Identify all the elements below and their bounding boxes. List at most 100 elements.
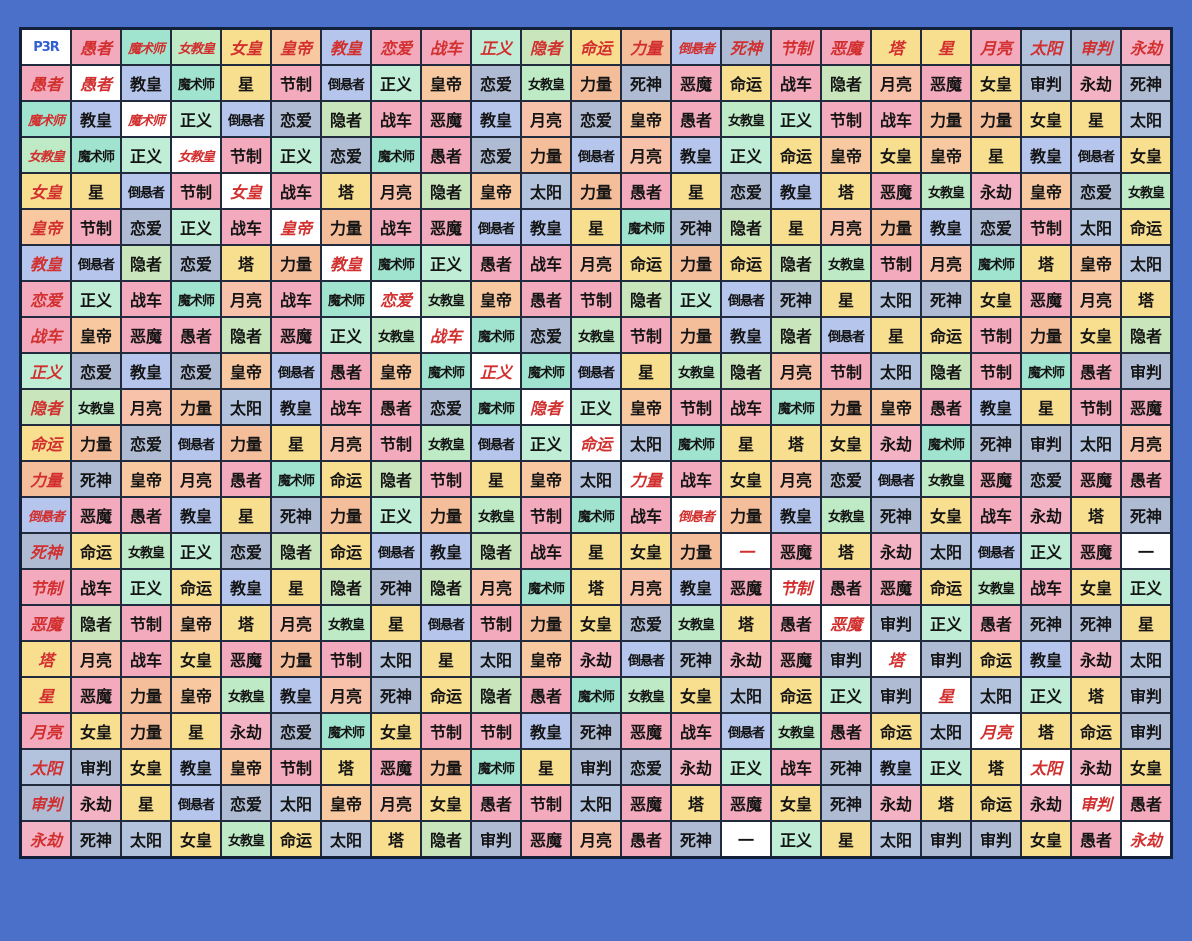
fusion-cell: 女皇 [120, 748, 172, 786]
fusion-cell: 星 [720, 424, 772, 462]
fusion-cell: 永劫 [1070, 640, 1122, 678]
fusion-cell-diagonal: 恋爱 [370, 280, 422, 318]
fusion-cell: 星 [820, 820, 872, 859]
fusion-cell-diagonal: 愚者 [70, 64, 122, 102]
fusion-cell: 星 [70, 172, 122, 210]
fusion-cell: 女皇 [1120, 748, 1173, 786]
fusion-cell: 魔术师 [270, 460, 322, 498]
fusion-cell: 力量 [220, 424, 272, 462]
fusion-cell: 倒悬者 [820, 316, 872, 354]
fusion-cell: 节制 [670, 388, 722, 426]
fusion-cell: 正义 [120, 136, 172, 174]
fusion-cell: 永劫 [870, 532, 922, 570]
fusion-cell: 隐者 [420, 568, 472, 606]
fusion-cell: 女皇 [170, 640, 222, 678]
fusion-cell: 审判 [470, 820, 522, 859]
fusion-cell: 战车 [120, 640, 172, 678]
fusion-cell: 隐者 [70, 604, 122, 642]
fusion-cell: 魔术师 [470, 748, 522, 786]
fusion-cell: 命运 [970, 784, 1022, 822]
fusion-cell: 太阳 [120, 820, 172, 859]
fusion-cell: 皇帝 [520, 640, 572, 678]
table-row: 太阳 审判 女皇 教皇 皇帝 节制塔恶魔 力量 魔术师星审判 恋爱 永劫 正义 战车 死神 教皇 正义塔太阳… [19, 748, 1173, 786]
row-header: 正义 [19, 352, 72, 390]
fusion-cell: 正义 [1020, 676, 1072, 714]
fusion-cell: 女教皇 [720, 100, 772, 138]
fusion-cell: 恋爱 [1070, 172, 1122, 210]
fusion-cell-diagonal: 命运 [570, 424, 622, 462]
fusion-cell: 命运 [1120, 208, 1173, 246]
fusion-cell-none: 一 [720, 820, 772, 859]
fusion-cell: 女教皇 [70, 388, 122, 426]
fusion-cell: 太阳 [620, 424, 672, 462]
fusion-cell: 教皇 [870, 748, 922, 786]
fusion-cell: 隐者 [120, 244, 172, 282]
fusion-cell: 恶魔 [1020, 280, 1072, 318]
fusion-cell: 力量 [920, 100, 972, 138]
fusion-cell: 女教皇 [220, 820, 272, 859]
fusion-cell: 命运 [170, 568, 222, 606]
fusion-cell: 恶魔 [620, 784, 672, 822]
fusion-cell: 星 [420, 640, 472, 678]
fusion-cell: 正义 [770, 100, 822, 138]
fusion-cell: 愚者 [320, 352, 372, 390]
fusion-cell: 皇帝 [620, 100, 672, 138]
fusion-cell: 战车 [370, 208, 422, 246]
fusion-cell: 太阳 [870, 280, 922, 318]
fusion-cell: 命运 [720, 64, 772, 102]
fusion-cell: 倒悬者 [620, 640, 672, 678]
fusion-cell: 太阳 [220, 388, 272, 426]
fusion-cell: 教皇 [1020, 640, 1072, 678]
fusion-cell: 隐者 [720, 208, 772, 246]
fusion-cell: 隐者 [320, 568, 372, 606]
fusion-cell: 星 [870, 316, 922, 354]
fusion-cell: 死神 [70, 460, 122, 498]
fusion-cell: 恶魔 [1070, 532, 1122, 570]
fusion-cell: 教皇 [520, 712, 572, 750]
row-header: 女皇 [19, 172, 72, 210]
fusion-cell: 女皇 [1020, 820, 1072, 859]
fusion-cell: 塔 [820, 172, 872, 210]
fusion-cell: 星 [570, 208, 622, 246]
fusion-cell: 恋爱 [120, 424, 172, 462]
fusion-cell: 正义 [270, 136, 322, 174]
table-row: 死神 命运 女教皇 正义 恋爱 隐者 命运 倒悬者 教皇 隐者 战车星女皇 力量一恶魔塔永劫 太阳 倒悬者… [19, 532, 1173, 570]
fusion-cell: 魔术师 [470, 316, 522, 354]
table-row: 月亮 女皇 力量星永劫 恋爱 魔术师 女皇 节制 节制 教皇 死神 恶魔 战车 倒悬者 女教皇 愚者 命运 太阳… [19, 712, 1173, 750]
fusion-cell: 星 [970, 136, 1022, 174]
fusion-cell: 隐者 [720, 352, 772, 390]
fusion-cell: 月亮 [1070, 280, 1122, 318]
fusion-cell: 隐者 [770, 316, 822, 354]
row-header: 皇帝 [19, 208, 72, 246]
fusion-cell: 星 [820, 280, 872, 318]
row-header: 永劫 [19, 820, 72, 859]
fusion-cell: 力量 [670, 244, 722, 282]
fusion-cell: 愚者 [520, 280, 572, 318]
table-row: 倒悬者 恶魔 愚者 教皇星死神 力量 正义 力量 女教皇 节制 魔术师 战车 倒悬者 力量 教皇 女教皇 死神… [19, 496, 1173, 534]
fusion-cell: 月亮 [70, 640, 122, 678]
column-header: 塔 [870, 27, 922, 66]
fusion-cell: 女皇 [1070, 568, 1122, 606]
fusion-cell: 节制 [370, 424, 422, 462]
fusion-cell: 皇帝 [820, 136, 872, 174]
row-header: 女教皇 [19, 136, 72, 174]
fusion-cell: 月亮 [320, 424, 372, 462]
fusion-cell: 月亮 [920, 244, 972, 282]
fusion-cell: 审判 [970, 820, 1022, 859]
fusion-cell: 节制 [420, 712, 472, 750]
fusion-cell: 女教皇 [120, 532, 172, 570]
fusion-cell: 力量 [320, 496, 372, 534]
fusion-cell: 女皇 [1120, 136, 1173, 174]
column-header: 倒悬者 [670, 27, 722, 66]
fusion-cell: 力量 [70, 424, 122, 462]
fusion-cell: 隐者 [270, 532, 322, 570]
column-header: 星 [920, 27, 972, 66]
fusion-cell: 塔 [770, 424, 822, 462]
fusion-cell: 魔术师 [170, 280, 222, 318]
fusion-cell: 节制 [820, 100, 872, 138]
fusion-cell: 皇帝 [420, 64, 472, 102]
fusion-cell: 塔 [1070, 676, 1122, 714]
row-header: 节制 [19, 568, 72, 606]
fusion-cell: 皇帝 [370, 352, 422, 390]
fusion-cell: 恶魔 [770, 640, 822, 678]
